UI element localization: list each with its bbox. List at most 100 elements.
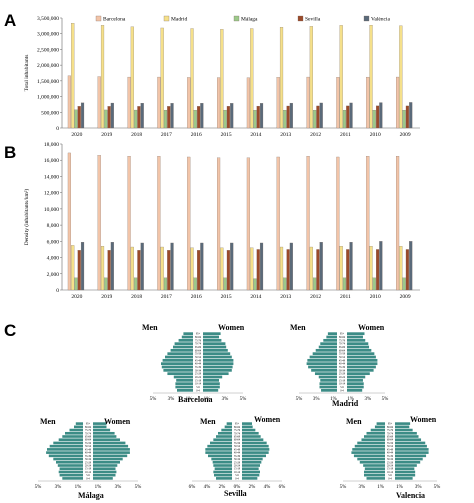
panel-a-x-tick-label: 2012 — [310, 132, 321, 138]
panel-a-bar-sevilla — [316, 105, 320, 129]
pyramid-age-label: 70-74 — [195, 343, 202, 346]
pyramid-age-label: 25-29 — [234, 461, 241, 464]
pyramid-bar-women — [242, 477, 258, 480]
pyramid-bar-women — [242, 473, 260, 477]
panel-b-bar-sevilla — [376, 249, 380, 291]
pyramid-age-label: 0-4 — [196, 389, 200, 392]
pyramid-age-label: 0-4 — [235, 477, 239, 480]
panel-a-bar-valència — [409, 102, 413, 129]
pyramid-bar-women — [347, 365, 376, 369]
pyramid-x-tick-label: 3% — [222, 397, 229, 402]
pyramid-bar-women — [203, 358, 234, 362]
pyramid-age-label: 65-69 — [339, 346, 346, 349]
pyramid-bar-women — [395, 444, 427, 448]
panel-a-bar-barcelona — [157, 76, 161, 129]
pyramid-age-label: 30-34 — [85, 458, 92, 461]
pyramid-bar-men — [323, 338, 337, 342]
pyramid-age-label: 15-19 — [339, 379, 346, 382]
pyramid-city-label: Madrid — [332, 399, 359, 408]
pyramid-age-label: 25-29 — [339, 373, 346, 376]
pyramid-bar-men — [308, 365, 337, 369]
panel-a-bar-sevilla — [405, 105, 409, 129]
pyramid-bar-women — [203, 348, 228, 352]
panel-a-bar-málaga — [402, 110, 406, 129]
panel-b-bar-málaga — [342, 277, 347, 291]
legend-label-4: València — [371, 17, 390, 23]
legend-label-2: Málaga — [241, 17, 258, 23]
pyramid-age-label: 75-79 — [387, 429, 394, 432]
pyramid-x-tick-label: 3% — [55, 485, 62, 490]
panel-a-bar-málaga — [134, 109, 138, 129]
pyramid-age-label: 55-59 — [387, 442, 394, 445]
pyramid-age-label: 75-79 — [339, 339, 346, 342]
panel-b-bar-barcelona — [217, 157, 221, 291]
pyramid-age-label: 35-39 — [85, 455, 92, 458]
pyramid-bar-men — [309, 355, 337, 359]
pyramid-age-label: 30-34 — [234, 458, 241, 461]
panel-a-y-tick-label: 1,500,000 — [37, 79, 59, 85]
pyramid-bar-women — [347, 338, 366, 342]
pyramid-age-label: 55-59 — [234, 442, 241, 445]
pyramid-bar-women — [203, 372, 229, 376]
pyramid-bar-women — [347, 372, 370, 376]
pyramid-bar-women — [203, 345, 227, 349]
panel-a-bar-madrid — [279, 27, 284, 129]
pyramid-bar-women — [395, 467, 415, 471]
pyramid-women-label: Women — [218, 323, 245, 332]
pyramid-age-label: 20-24 — [387, 465, 394, 468]
pyramid-bar-men — [170, 348, 193, 352]
panel-a-bar-barcelona — [217, 77, 221, 129]
panel-b-bar-sevilla — [286, 249, 290, 291]
pyramid-age-label: 65-69 — [387, 436, 394, 439]
pyramid-bar-women — [93, 441, 126, 445]
pyramid-x-tick-label: 5% — [340, 485, 347, 490]
pyramid-age-label: 40-44 — [234, 452, 241, 455]
pyramid-valencia: 0-45-910-1415-1920-2425-2930-3435-3940-4… — [340, 415, 441, 500]
pyramid-bar-men — [357, 457, 385, 461]
panel-a-bar-valència — [200, 103, 204, 129]
pyramid-age-label: 5-9 — [340, 386, 344, 389]
pyramid-age-label: 85+ — [86, 423, 91, 426]
panel-b-bar-valència — [319, 242, 323, 291]
pyramid-bar-women — [347, 375, 366, 379]
legend-swatch-4 — [363, 15, 370, 22]
panel-b-bar-barcelona — [396, 156, 400, 291]
panel-a-bar-málaga — [253, 110, 257, 129]
pyramid-bar-men — [161, 365, 193, 369]
pyramid-bar-women — [203, 352, 231, 356]
pyramid-bar-men — [175, 382, 193, 386]
pyramid-x-tick-label: 3% — [115, 485, 122, 490]
pyramid-age-label: 60-64 — [85, 439, 92, 442]
pyramid-bar-men — [320, 342, 337, 346]
panel-b-y-tick-label: 8,000 — [47, 223, 60, 229]
pyramid-x-tick-label: 6% — [189, 485, 196, 490]
panel-b-bar-málaga — [283, 277, 287, 291]
panel-b-bar-málaga — [134, 277, 138, 291]
panel-a-bar-valència — [379, 102, 383, 129]
panel-a-bar-valència — [349, 102, 353, 129]
pyramid-bar-men — [359, 460, 385, 464]
panel-b-bar-valència — [349, 242, 353, 291]
pyramid-bar-men — [363, 464, 385, 467]
pyramid-madrid: 0-45-910-1415-1920-2425-2930-3435-3940-4… — [290, 323, 388, 408]
pyramid-bar-men — [366, 431, 385, 435]
pyramid-bar-women — [203, 385, 220, 389]
panel-a-bar-madrid — [369, 25, 373, 129]
pyramid-bar-women — [203, 378, 219, 382]
panel-a-bar-sevilla — [137, 106, 141, 129]
panel-b-y-tick-label: 16,000 — [44, 158, 59, 164]
pyramid-age-label: 5-9 — [388, 474, 392, 477]
pyramid-age-label: 10-14 — [387, 471, 394, 474]
pyramid-bar-men — [163, 368, 193, 372]
pyramid-age-label: 80-84 — [339, 336, 346, 339]
pyramid-bar-men — [311, 368, 337, 372]
pyramid-bar-men — [320, 378, 337, 382]
pyramid-bar-women — [347, 368, 374, 372]
pyramid-bar-women — [242, 444, 269, 448]
pyramid-age-label: 45-49 — [195, 359, 202, 362]
pyramid-sevilla: 0-45-910-1415-1920-2425-2930-3435-3940-4… — [189, 415, 286, 498]
pyramid-bar-women — [395, 448, 429, 451]
pyramid-women-label: Women — [358, 323, 385, 332]
pyramid-bar-men — [354, 444, 385, 448]
panel-a-bar-valència — [80, 102, 85, 129]
